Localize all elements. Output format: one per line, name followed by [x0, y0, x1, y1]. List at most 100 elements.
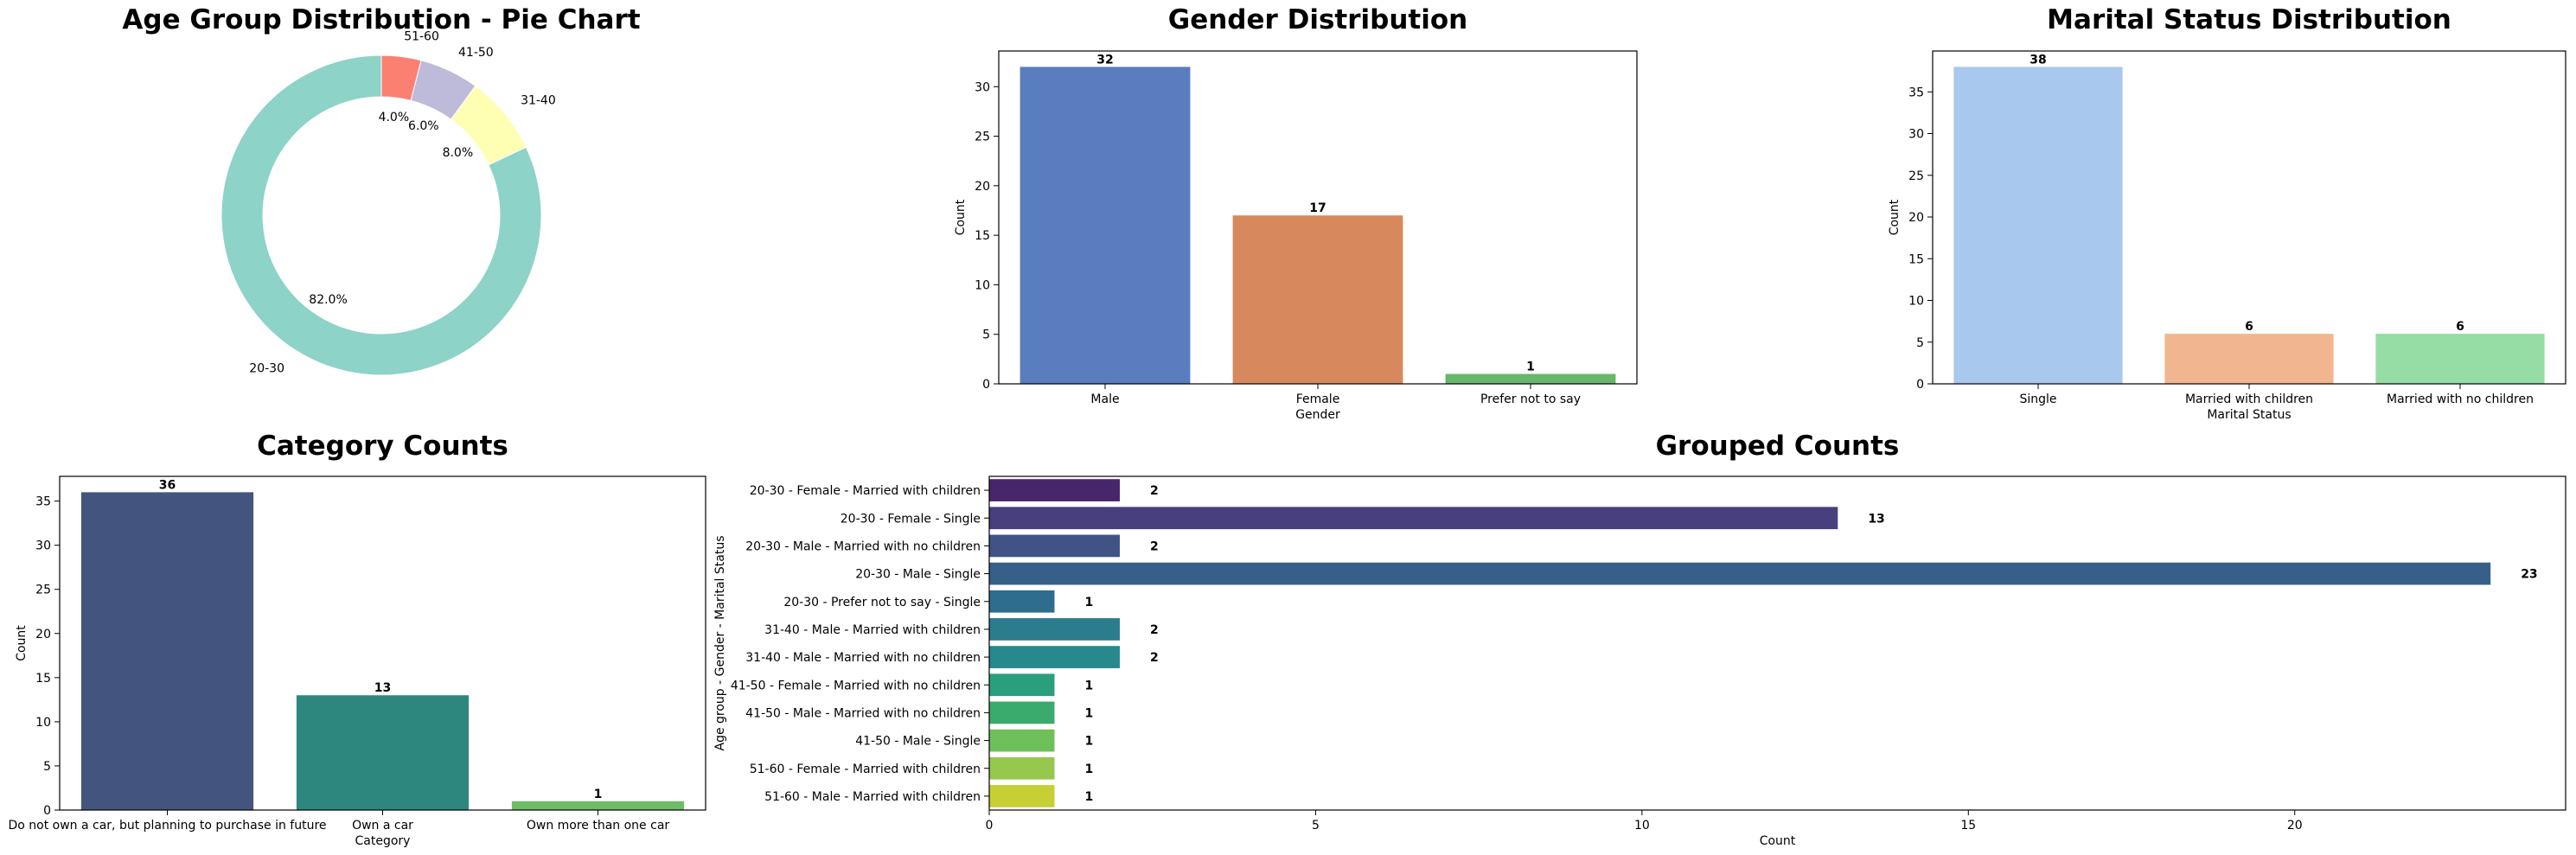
grouped-ytick-label: 41-50 - Female - Married with no childre… [731, 679, 981, 692]
category-bar [296, 695, 470, 810]
pie-slice [221, 54, 542, 376]
gender-chart: Gender Distribution 0 5 10 15 20 25 30 32 Male 17 F… [954, 4, 1638, 422]
marital-ytick-label: 15 [1908, 252, 1924, 266]
grouped-bar [989, 590, 1055, 613]
gender-bar [1445, 373, 1616, 384]
category-ytick-label: 20 [35, 628, 51, 641]
gender-bar [1232, 215, 1403, 384]
marital-frame [1932, 50, 2566, 385]
grouped-data-label: 13 [1868, 512, 1884, 526]
category-ytick-label: 10 [35, 716, 51, 730]
category-data-label: 36 [159, 478, 176, 492]
category-ytick-label: 35 [35, 495, 51, 509]
grouped-xlabel: Count [1760, 834, 1796, 848]
grouped-ytick-label: 20-30 - Female - Married with children [750, 484, 981, 498]
grouped-ytick-label: 41-50 - Male - Single [855, 735, 981, 749]
age-pie-title: Age Group Distribution - Pie Chart [122, 4, 640, 35]
marital-xtick-label: Married with no children [2387, 392, 2534, 406]
pie-percent-label: 8.0% [443, 146, 474, 160]
grouped-xtick-label: 0 [986, 819, 994, 833]
marital-ytick-label: 30 [1908, 128, 1924, 142]
grouped-data-label: 2 [1150, 484, 1159, 498]
gender-title: Gender Distribution [1168, 4, 1467, 35]
pie-slice-label: 20-30 [249, 362, 284, 376]
grouped-bar [989, 785, 1055, 807]
pie-percent-label: 6.0% [408, 119, 439, 133]
gender-ylabel: Count [954, 199, 968, 235]
grouped-bar [989, 507, 1838, 530]
marital-bar [2375, 334, 2545, 384]
gender-ytick-label: 10 [975, 278, 990, 292]
gender-data-label: 32 [1096, 53, 1113, 67]
grouped-data-label: 1 [1084, 762, 1093, 776]
grouped-bar [989, 618, 1120, 641]
category-ytick-label: 5 [43, 760, 51, 774]
gender-ytick-label: 30 [975, 80, 990, 94]
grouped-ytick-label: 41-50 - Male - Married with no children [745, 706, 981, 720]
gender-bar [1020, 67, 1191, 384]
category-xtick-label: Own a car [352, 819, 413, 833]
marital-xtick-label: Married with children [2185, 392, 2313, 406]
grouped-data-label: 1 [1084, 679, 1093, 692]
gender-ytick-label: 5 [982, 329, 990, 342]
grouped-data-label: 2 [1150, 651, 1159, 665]
gender-xtick-label: Prefer not to say [1480, 392, 1581, 406]
grouped-ytick-label: 51-60 - Female - Married with children [750, 762, 981, 776]
grouped-xtick-label: 15 [1960, 819, 1976, 833]
grouped-frame [988, 475, 2566, 811]
grouped-bar [989, 673, 1055, 697]
gender-xtick-label: Male [1090, 392, 1119, 406]
grouped-ylabel: Age group - Gender - Marital Status [713, 535, 727, 750]
age-pie-chart: Age Group Distribution - Pie Chart 20-30 8… [122, 4, 640, 376]
marital-ylabel: Count [1888, 199, 1902, 235]
gender-ytick-label: 0 [982, 378, 990, 392]
category-frame [59, 475, 706, 811]
grouped-xtick-label: 10 [1634, 819, 1650, 833]
category-data-label: 1 [594, 788, 603, 801]
marital-bar [2164, 334, 2334, 384]
gender-ytick-label: 15 [975, 229, 990, 243]
pie-percent-label: 4.0% [379, 111, 410, 124]
grouped-data-label: 1 [1084, 735, 1093, 749]
category-xlabel: Category [355, 834, 411, 848]
gender-data-label: 17 [1309, 201, 1326, 215]
grouped-chart: Grouped Counts 0 5 10 15 20 2 20-30 - Female - … [713, 431, 2566, 848]
category-title: Category Counts [257, 431, 508, 462]
category-ytick-label: 30 [35, 539, 51, 553]
category-ytick-label: 15 [35, 672, 51, 686]
gender-xlabel: Gender [1295, 408, 1340, 422]
grouped-xtick-label: 20 [2287, 819, 2303, 833]
grouped-ytick-label: 20-30 - Prefer not to say - Single [783, 596, 981, 609]
marital-ytick-label: 10 [1908, 295, 1924, 309]
grouped-bar [989, 646, 1120, 668]
grouped-bar [989, 729, 1055, 752]
marital-ytick-label: 35 [1908, 86, 1924, 99]
pie-slice [380, 54, 422, 101]
pie-slice-label: 31-40 [521, 94, 556, 108]
grouped-ytick-label: 20-30 - Female - Single [841, 512, 981, 526]
category-ytick-label: 25 [35, 584, 51, 597]
grouped-data-label: 2 [1150, 623, 1159, 637]
marital-data-label: 38 [2029, 53, 2046, 67]
grouped-data-label: 1 [1084, 706, 1093, 720]
grouped-xtick-label: 5 [1312, 819, 1320, 833]
category-data-label: 13 [374, 681, 391, 695]
category-ytick-label: 0 [43, 804, 51, 818]
category-bar [511, 801, 685, 810]
grouped-ytick-label: 20-30 - Male - Single [855, 568, 981, 582]
grouped-bar [989, 562, 2491, 585]
marital-ytick-label: 0 [1916, 378, 1924, 392]
category-ylabel: Count [15, 625, 29, 661]
grouped-bar [989, 534, 1120, 558]
marital-title: Marital Status Distribution [2047, 4, 2451, 35]
category-xtick-label: Do not own a car, but planning to purcha… [8, 819, 326, 833]
pie-slice-label: 51-60 [404, 30, 439, 44]
pie-slice-label: 41-50 [458, 46, 494, 60]
category-chart: Category Counts 0 5 10 15 20 25 30 35 36 Do not ow… [8, 431, 706, 848]
marital-xtick-label: Single [2019, 392, 2056, 406]
gender-ytick-label: 25 [975, 131, 990, 144]
marital-ytick-label: 20 [1908, 211, 1924, 225]
grouped-title: Grouped Counts [1656, 431, 1900, 462]
marital-ytick-label: 25 [1908, 169, 1924, 183]
